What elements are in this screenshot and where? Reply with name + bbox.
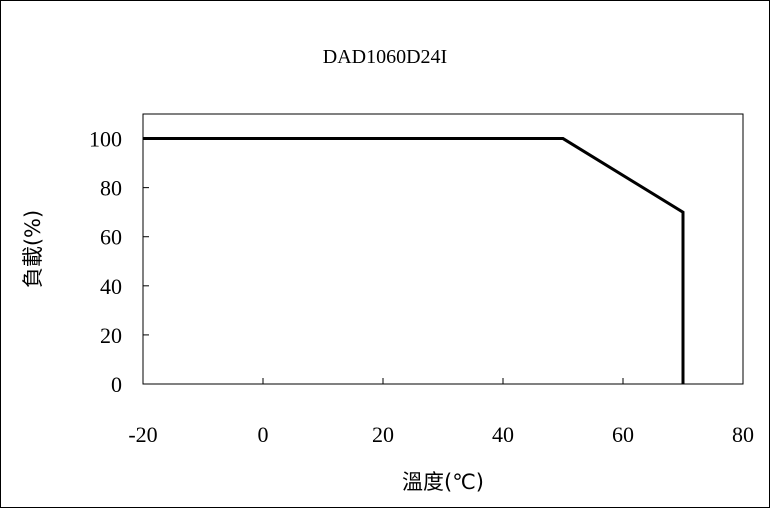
x-axis-label: 溫度(℃) (402, 470, 484, 494)
x-tick-label: 80 (732, 422, 754, 447)
y-tick-label: 40 (100, 274, 122, 299)
y-tick-label: 60 (100, 225, 122, 250)
y-tick-label: 100 (89, 127, 122, 152)
y-tick-label: 20 (100, 323, 122, 348)
derating-curve (143, 137, 685, 384)
x-axis: -20 0 20 40 60 80 (128, 378, 754, 447)
x-tick-label: 0 (258, 422, 269, 447)
y-axis: 0 20 40 60 80 100 (89, 127, 149, 397)
x-tick-label: 60 (612, 422, 634, 447)
y-tick-label: 80 (100, 176, 122, 201)
series-group (143, 137, 685, 384)
y-tick-label: 0 (111, 372, 122, 397)
x-tick-label: 40 (492, 422, 514, 447)
plot-area (142, 113, 744, 385)
x-tick-label: -20 (128, 422, 157, 447)
y-axis-label: 負載(%) (21, 210, 45, 288)
x-tick-label: 20 (372, 422, 394, 447)
chart-title: DAD1060D24I (323, 46, 447, 68)
